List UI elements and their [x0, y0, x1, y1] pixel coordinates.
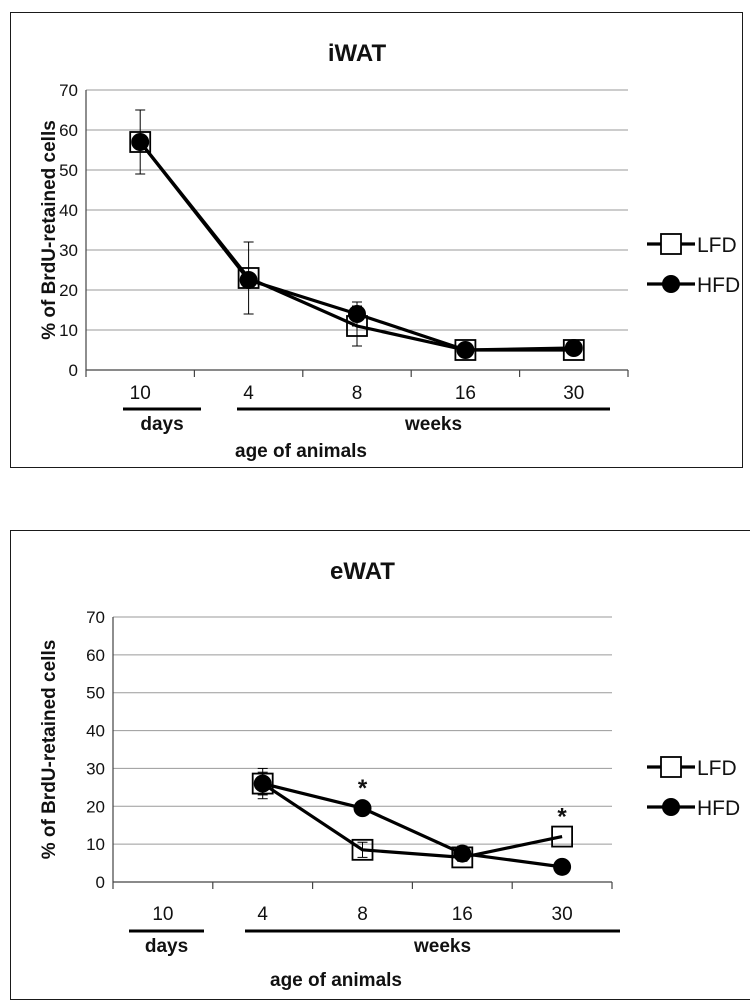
y-tick-label: 10 — [86, 835, 105, 854]
y-tick-label: 60 — [59, 121, 78, 140]
chart-iwat: iWAT 0 10 20 30 40 50 60 70 % of BrdU-retained ce… — [39, 40, 740, 462]
data-point-hfd — [564, 339, 583, 357]
group-label-weeks: weeks — [413, 936, 471, 957]
x-tick-label: 30 — [552, 904, 573, 925]
data-point-hfd — [253, 774, 272, 793]
data-point-hfd — [453, 844, 472, 863]
y-tick-label: 20 — [59, 281, 78, 300]
significance-marker: * — [358, 775, 368, 802]
data-point-hfd — [353, 799, 372, 818]
x-tick-label: 4 — [257, 904, 268, 925]
legend-marker-lfd — [660, 233, 682, 255]
legend-label-hfd: HFD — [697, 797, 740, 820]
legend-marker-hfd — [662, 275, 680, 293]
legend-marker-lfd — [660, 756, 682, 778]
legend-label-lfd: LFD — [697, 757, 737, 780]
data-point-hfd — [456, 341, 475, 359]
x-tick-label: 16 — [455, 383, 476, 404]
data-point-lfd — [251, 772, 274, 795]
data-point-hfd — [553, 857, 572, 876]
x-tick-label: 4 — [243, 383, 254, 404]
data-point-hfd — [131, 133, 150, 151]
y-tick-label: 70 — [86, 608, 105, 627]
group-label-days: days — [140, 414, 183, 435]
chart-title: eWAT — [330, 558, 395, 585]
x-tick-label: 10 — [152, 904, 173, 925]
y-tick-label: 40 — [59, 201, 78, 220]
y-axis-label: % of BrdU-retained cells — [39, 640, 60, 860]
y-tick-label: 30 — [59, 241, 78, 260]
significance-marker: * — [557, 804, 567, 831]
y-axis-label: % of BrdU-retained cells — [39, 120, 60, 340]
y-tick-label: 40 — [86, 722, 105, 741]
chart-panel-ewat: eWAT 0 10 20 30 40 50 60 70 % of BrdU-retained ce… — [10, 530, 750, 1000]
legend-label-lfd: LFD — [697, 234, 737, 257]
series-line-hfd — [262, 782, 563, 869]
y-tick-label: 50 — [59, 161, 78, 180]
data-point-hfd — [239, 271, 258, 289]
y-tick-label: 10 — [59, 321, 78, 340]
y-tick-label: 20 — [86, 797, 105, 816]
chart-ewat: eWAT 0 10 20 30 40 50 60 70 % of BrdU-retained ce… — [39, 558, 740, 991]
y-tick-label: 50 — [86, 684, 105, 703]
x-tick-label: 16 — [452, 904, 473, 925]
x-axis-label: age of animals — [235, 441, 367, 462]
x-tick-label: 8 — [352, 383, 363, 404]
y-tick-label: 70 — [59, 81, 78, 100]
data-point-lfd — [551, 825, 573, 848]
x-tick-label: 8 — [357, 904, 368, 925]
y-tick-label: 30 — [86, 759, 105, 778]
chart-panel-iwat: iWAT 0 10 20 30 40 50 60 70 % of BrdU-retained ce… — [10, 12, 743, 468]
y-tick-label: 0 — [69, 361, 78, 380]
legend-label-hfd: HFD — [697, 274, 740, 297]
legend-marker-hfd — [662, 798, 680, 816]
data-point-lfd — [129, 131, 152, 153]
y-tick-label: 60 — [86, 646, 105, 665]
x-tick-label: 30 — [563, 383, 584, 404]
chart-title: iWAT — [328, 40, 387, 67]
series-line-lfd — [261, 782, 563, 860]
data-point-lfd — [351, 838, 374, 861]
y-tick-label: 0 — [96, 873, 105, 892]
data-point-lfd — [454, 339, 477, 361]
x-tick-label: 10 — [130, 383, 151, 404]
data-point-hfd — [348, 305, 366, 323]
group-label-days: days — [145, 936, 188, 957]
group-label-weeks: weeks — [404, 414, 462, 435]
